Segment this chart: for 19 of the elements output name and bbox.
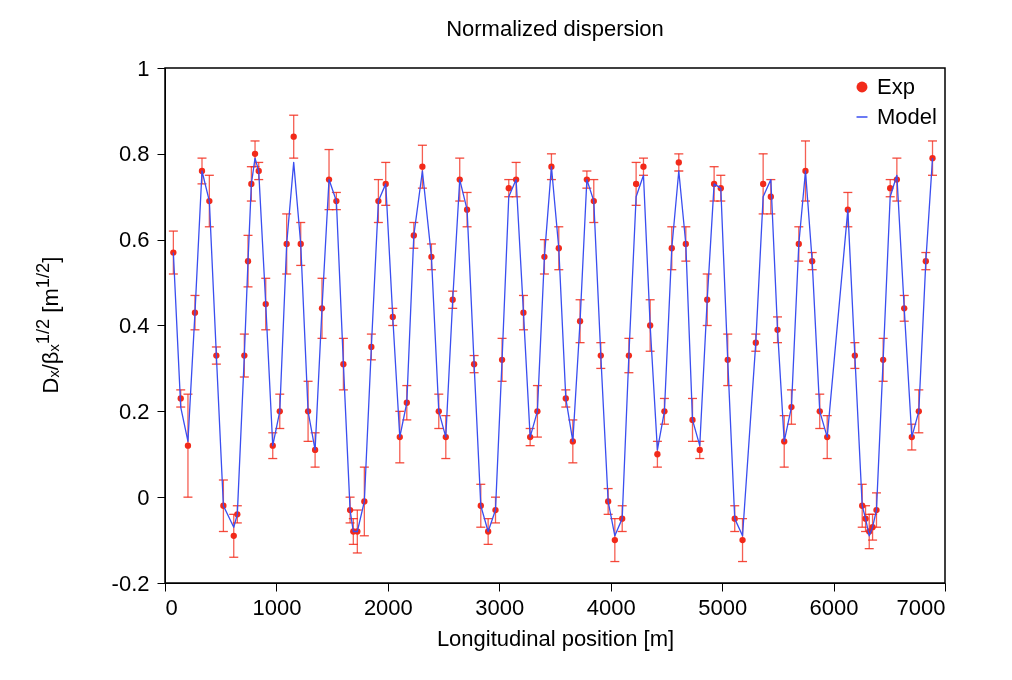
y-tick-label: 1 — [137, 55, 150, 81]
x-tick-label: 5000 — [698, 594, 748, 620]
x-tick-label: 0 — [165, 594, 178, 620]
chart-title: Normalized dispersion — [446, 16, 664, 41]
y-tick-label: 0.6 — [118, 227, 150, 253]
x-tick-label: 4000 — [586, 594, 636, 620]
x-tick-label: 1000 — [252, 594, 302, 620]
y-tick-label: 0.4 — [118, 313, 150, 338]
x-tick-label: 3000 — [475, 594, 525, 620]
y-tick-label: -0.2 — [111, 570, 150, 596]
x-axis-title: Longitudinal position [m] — [436, 625, 675, 651]
x-tick-label: 2000 — [363, 594, 413, 620]
y-tick-label: 0.8 — [118, 141, 150, 167]
y-tick-label: 0.2 — [118, 398, 150, 424]
x-tick-label: 6000 — [809, 594, 859, 620]
legend-label: Model — [877, 104, 937, 129]
legend-label: Exp — [877, 74, 915, 99]
y-tick-label: 0 — [137, 484, 150, 510]
x-tick-label: 7000 — [896, 594, 946, 620]
